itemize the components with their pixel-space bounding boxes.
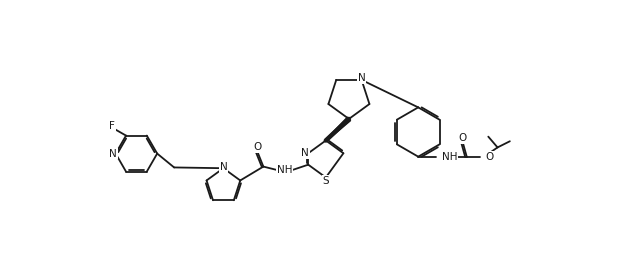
Text: N: N	[301, 148, 309, 158]
Text: O: O	[485, 152, 493, 162]
Text: N: N	[220, 162, 227, 172]
Text: N: N	[358, 73, 366, 83]
Text: N: N	[109, 149, 117, 159]
Text: O: O	[253, 142, 262, 152]
Text: NH: NH	[277, 165, 293, 176]
Text: F: F	[109, 121, 115, 131]
Text: S: S	[323, 176, 329, 186]
Text: O: O	[458, 133, 467, 143]
Text: NH: NH	[442, 152, 458, 162]
